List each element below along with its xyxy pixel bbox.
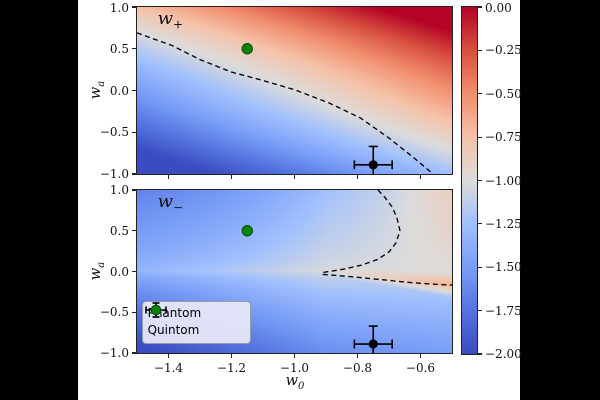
contour-dashed-w_minus xyxy=(322,273,452,286)
x-tick-label: −1.2 xyxy=(216,361,247,375)
y-tick xyxy=(131,48,136,50)
colorbar-gradient xyxy=(461,6,477,354)
y-tick-label: 1.0 xyxy=(109,183,129,197)
heatmap-w-plus xyxy=(136,6,452,174)
y-tick xyxy=(131,131,136,133)
colorbar-tick xyxy=(478,6,483,8)
colorbar-tick xyxy=(478,266,483,268)
panel-label-w-minus: w− xyxy=(157,190,184,215)
x-tick xyxy=(419,175,422,180)
overlay-w-minus xyxy=(241,189,452,353)
quintom-point xyxy=(241,224,253,237)
y-tick-label: −1.0 xyxy=(99,167,129,181)
colorbar-tick-label: 0.00 xyxy=(485,1,512,15)
overlay-w-plus xyxy=(136,31,434,174)
legend: Phantom Quintom xyxy=(141,300,251,344)
legend-label-quintom: Quintom xyxy=(147,323,200,338)
x-tick-label: −1.0 xyxy=(279,361,310,375)
x-axis-label: w0 xyxy=(285,373,305,392)
x-tick xyxy=(293,354,296,359)
y-tick xyxy=(131,173,136,175)
colorbar-tick xyxy=(478,310,483,312)
y-tick-label: 0.5 xyxy=(109,223,129,238)
x-tick xyxy=(419,354,422,359)
colorbar-tick xyxy=(478,136,483,138)
x-tick-label: −1.4 xyxy=(153,361,184,375)
colorbar-tick-label: −1.75 xyxy=(485,303,522,318)
x-tick-label: −0.6 xyxy=(405,361,436,375)
colorbar-tick-label: −0.25 xyxy=(485,43,522,58)
y-tick xyxy=(131,189,136,191)
colorbar-tick-label: −1.00 xyxy=(485,173,522,188)
colorbar-tick xyxy=(478,179,483,182)
colorbar-tick xyxy=(478,93,483,95)
phantom-point xyxy=(353,324,393,353)
legend-item-quintom: Quintom xyxy=(147,304,245,339)
colorbar-tick xyxy=(478,353,483,355)
y-tick-label: 0.0 xyxy=(109,83,129,98)
y-tick-label: 0.5 xyxy=(109,41,129,56)
colorbar xyxy=(460,5,478,355)
colorbar-tick xyxy=(478,49,483,51)
y-tick-label: 1.0 xyxy=(109,1,129,15)
quintom-point xyxy=(241,42,253,55)
panel-w-minus: w− Phantom xyxy=(135,188,453,354)
colorbar-tick xyxy=(478,223,483,225)
y-tick xyxy=(131,230,136,232)
x-tick xyxy=(167,354,170,359)
x-tick xyxy=(230,175,233,180)
figure-canvas: w+ w− xyxy=(78,0,522,400)
y-tick xyxy=(131,311,136,313)
contour-dashed-w_plus xyxy=(136,31,434,174)
y-tick xyxy=(131,6,136,8)
x-tick xyxy=(167,175,170,180)
y-tick-label: −0.5 xyxy=(99,305,129,320)
panel-label-w-plus: w+ xyxy=(157,7,184,32)
quintom-dot-icon xyxy=(150,304,161,315)
x-tick xyxy=(356,175,359,180)
x-tick xyxy=(293,175,296,180)
x-tick xyxy=(356,354,359,359)
y-tick xyxy=(131,270,136,273)
contour-dashed-w_minus xyxy=(322,189,401,273)
colorbar-tick-label: −0.50 xyxy=(485,86,522,101)
panel-w-plus: w+ xyxy=(135,5,453,175)
x-tick-label: −0.8 xyxy=(342,361,373,375)
y-tick-label: −1.0 xyxy=(99,346,129,360)
colorbar-tick-label: −1.25 xyxy=(485,216,522,231)
phantom-point xyxy=(353,145,393,174)
colorbar-tick-label: −1.50 xyxy=(485,260,522,275)
y-tick xyxy=(131,352,136,354)
y-tick-label: 0.0 xyxy=(109,264,129,279)
colorbar-tick-label: −2.00 xyxy=(485,347,522,361)
colorbar-tick-label: −0.75 xyxy=(485,130,522,145)
x-tick xyxy=(230,354,233,359)
y-tick xyxy=(131,89,136,92)
y-tick-label: −0.5 xyxy=(99,125,129,140)
